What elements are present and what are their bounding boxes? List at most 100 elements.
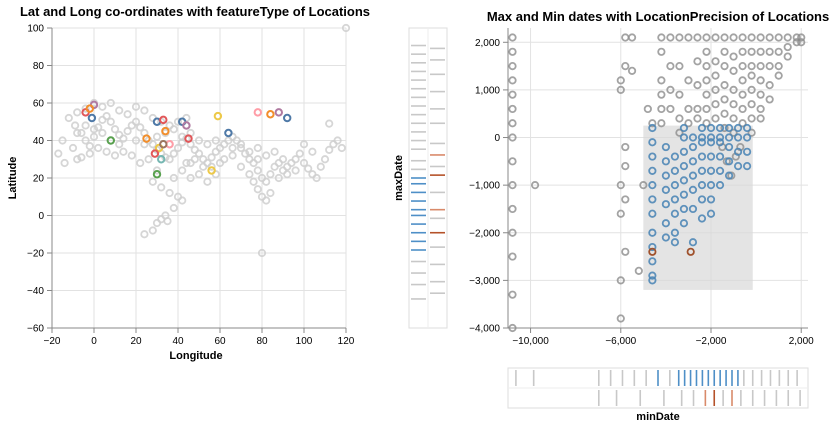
chart3-point [621, 161, 630, 171]
chart3-point [774, 71, 783, 80]
mindate-strip-chart[interactable]: minDate [507, 367, 809, 423]
chart3-selected-point [648, 257, 657, 266]
chart3-point [508, 157, 517, 166]
chart3-selected-point [715, 166, 725, 175]
chart3-selected-point [670, 152, 680, 161]
chart1-colored-point [157, 155, 166, 164]
chart1-point [85, 142, 94, 151]
chart1-point [211, 136, 220, 145]
chart3-selected-point [648, 181, 657, 190]
chart1-point [161, 153, 170, 162]
chart3-point [616, 181, 625, 190]
chart1-colored-point [106, 136, 116, 145]
chart1-point [173, 117, 183, 126]
chart1-colored-point [85, 104, 95, 113]
chart3-selected-point [670, 209, 680, 218]
chart3-selected-point [724, 142, 734, 152]
chart3-point [675, 61, 684, 71]
chart3-point [666, 61, 675, 71]
chart1-point [60, 158, 69, 168]
chart3-point [693, 104, 702, 114]
chart1-point [165, 188, 174, 198]
chart3-selected-point [679, 133, 689, 142]
chart1-point [274, 173, 283, 183]
chart3-point [765, 95, 774, 104]
lat-long-chart[interactable]: Lat and Long co-ordinates with featureTy… [7, 4, 370, 362]
chart1-point [58, 136, 67, 145]
chart3-y-tick-label: −2,000 [469, 228, 500, 239]
max-min-dates-chart[interactable]: Max and Min dates with LocationPrecision… [469, 9, 829, 347]
chart3-selected-point [706, 195, 716, 204]
chart3-point [747, 47, 756, 56]
chart1-colored-point [274, 108, 283, 117]
chart1-y-tick-label: 0 [38, 211, 44, 222]
chart3-selected-point [679, 176, 689, 185]
chart1-point [123, 127, 132, 136]
chart3-point [720, 33, 729, 42]
chart3-selected-point [715, 133, 725, 142]
chart3-selected-point [742, 147, 752, 156]
chart3-selected-point [679, 190, 689, 199]
chart3-point [747, 33, 756, 42]
chart3-selected-point [697, 166, 707, 175]
chart1-point [131, 117, 141, 126]
chart3-highlight-point [648, 247, 657, 256]
chart3-selected-point [688, 157, 698, 166]
chart3-x-tick-label: −10,000 [512, 336, 549, 347]
chart3-point [508, 47, 517, 56]
chart1-point [173, 143, 183, 153]
chart3-point [530, 181, 540, 190]
chart1-point [144, 155, 153, 164]
chart3-selected-point [661, 219, 670, 228]
chart1-x-tick-label: −20 [44, 336, 61, 347]
chart3-title: Max and Min dates with LocationPrecision… [487, 9, 829, 24]
chart3-point [627, 66, 637, 75]
maxdate-strip-chart[interactable]: maxDate [393, 27, 448, 329]
chart1-point [333, 136, 342, 145]
chart1-point [89, 125, 99, 134]
chart1-colored-point [253, 108, 262, 117]
chart3-point [765, 61, 774, 71]
chart1-point [337, 143, 346, 153]
chart1-colored-point [266, 110, 275, 119]
chart3-selected-point [706, 152, 716, 161]
chart1-point [169, 149, 178, 158]
chart3-selected-point [670, 166, 680, 175]
chart3-highlight-points [648, 247, 695, 256]
chart1-x-axis-title: Longitude [169, 350, 222, 362]
chart1-point [325, 119, 334, 128]
chart3-point [783, 42, 792, 52]
chart3-point [639, 181, 648, 190]
chart3-point [738, 119, 747, 128]
chart1-point [102, 112, 111, 121]
chart1-axes: −20 0 20 40 60 80 100 120 100 80 60 40 20 0 −20 −40 −60 [27, 24, 355, 348]
chart3-point [738, 104, 747, 114]
chart3-point [666, 104, 675, 114]
chart3-point [738, 47, 747, 56]
chart1-point [148, 140, 157, 149]
chart1-point [119, 147, 128, 156]
chart3-selected-point [697, 123, 707, 133]
chart3-point [792, 33, 801, 42]
chart3-selected-point [648, 123, 657, 133]
chart1-point [253, 155, 262, 164]
chart1-y-tick-label: 40 [33, 136, 45, 147]
chart3-point [756, 114, 765, 123]
chart3-selected-point [742, 123, 752, 133]
chart3-selected-point [648, 228, 657, 237]
chart3-point [756, 47, 765, 56]
chart3-point [702, 90, 711, 99]
chart3-point [729, 66, 738, 75]
chart1-point [299, 140, 309, 149]
chart1-colored-point [161, 126, 170, 136]
chart3-point [508, 119, 517, 128]
chart1-colored-point [87, 113, 97, 123]
chart1-point [341, 23, 351, 33]
chart1-point [178, 196, 187, 205]
chart3-point [711, 71, 720, 80]
chart3-point [729, 33, 738, 42]
chart1-point [194, 149, 204, 158]
chart1-colored-point [150, 149, 160, 158]
chart1-point [64, 113, 73, 123]
chart1-point [253, 185, 262, 194]
